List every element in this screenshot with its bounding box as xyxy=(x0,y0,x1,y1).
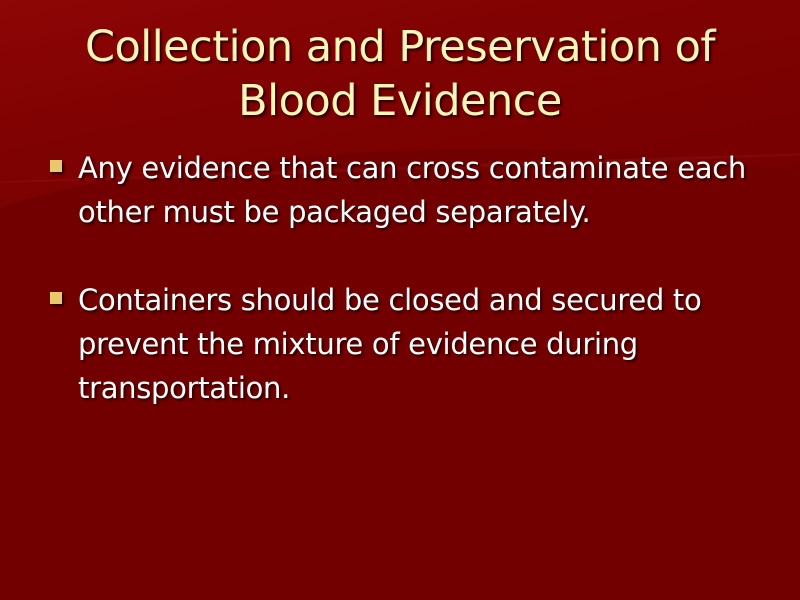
bullet-text: Containers should be closed and secured … xyxy=(78,283,702,405)
bullet-text: Any evidence that can cross contaminate … xyxy=(78,151,746,229)
square-bullet-icon xyxy=(50,160,62,172)
slide-title: Collection and Preservation of Blood Evi… xyxy=(84,22,716,126)
bullet-list: Any evidence that can cross contaminate … xyxy=(48,146,768,454)
bullet-item: Containers should be closed and secured … xyxy=(48,278,768,410)
bullet-item: Any evidence that can cross contaminate … xyxy=(48,146,768,234)
square-bullet-icon xyxy=(50,292,62,304)
